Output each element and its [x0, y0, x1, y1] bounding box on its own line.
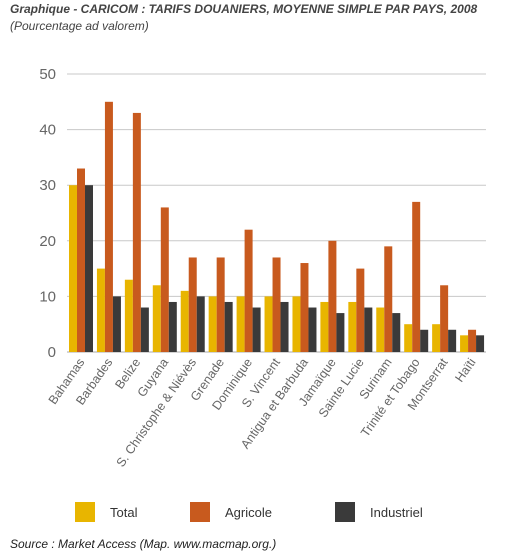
bar-agricole-4 — [160, 207, 169, 352]
bar-agricole-14 — [440, 285, 449, 352]
legend: Total Agricole Industriel — [75, 502, 423, 522]
bar-industriel-8 — [280, 301, 289, 352]
bar-total-4 — [152, 285, 161, 352]
legend-label-total: Total — [110, 505, 138, 520]
bar-total-12 — [376, 307, 385, 352]
bar-total-6 — [208, 296, 217, 352]
bar-industriel-13 — [420, 329, 429, 352]
bar-total-10 — [320, 301, 329, 352]
bar-total-8 — [264, 296, 273, 352]
chart-title: Graphique - CARICOM : TARIFS DOUANIERS, … — [10, 2, 478, 16]
bar-total-2 — [96, 268, 105, 352]
y-tick-label: 0 — [48, 344, 56, 361]
bar-industriel-2 — [112, 296, 121, 352]
bar-industriel-7 — [252, 307, 261, 352]
bar-agricole-5 — [188, 257, 197, 352]
bar-total-9 — [292, 296, 301, 352]
bar-industriel-15 — [476, 335, 485, 352]
bar-agricole-10 — [328, 240, 337, 352]
y-tick-label: 40 — [39, 122, 56, 139]
bar-industriel-10 — [336, 313, 345, 352]
bar-industriel-12 — [392, 313, 401, 352]
legend-swatch-industriel — [335, 502, 355, 522]
bars — [69, 101, 485, 352]
legend-swatch-agricole — [190, 502, 210, 522]
source-note: Source : Market Access (Map. www.macmap.… — [10, 537, 277, 551]
bar-total-14 — [432, 324, 441, 352]
bar-agricole-9 — [300, 263, 309, 352]
bar-agricole-11 — [356, 268, 365, 352]
bar-industriel-14 — [448, 329, 457, 352]
bar-industriel-5 — [196, 296, 205, 352]
bar-total-1 — [69, 185, 77, 352]
bar-industriel-6 — [224, 301, 233, 352]
y-tick-label: 20 — [39, 233, 56, 250]
y-axis-ticks: 0 10 20 30 40 50 — [39, 66, 56, 361]
bar-agricole-1 — [77, 168, 85, 352]
bar-industriel-4 — [168, 301, 177, 352]
bar-agricole-15 — [468, 329, 477, 352]
bar-total-15 — [460, 335, 469, 352]
legend-swatch-total — [75, 502, 95, 522]
bar-total-7 — [236, 296, 245, 352]
bar-agricole-2 — [104, 101, 113, 352]
bar-total-11 — [348, 301, 357, 352]
bar-agricole-3 — [132, 112, 141, 352]
bar-agricole-7 — [244, 229, 253, 352]
bar-total-13 — [404, 324, 413, 352]
chart-subtitle: (Pourcentage ad valorem) — [10, 19, 149, 33]
bar-total-3 — [124, 279, 133, 352]
bar-agricole-8 — [272, 257, 281, 352]
legend-label-agricole: Agricole — [225, 505, 272, 520]
y-tick-label: 30 — [39, 177, 56, 194]
bar-industriel-3 — [140, 307, 149, 352]
bar-agricole-13 — [412, 201, 421, 352]
bar-industriel-11 — [364, 307, 373, 352]
bar-agricole-6 — [216, 257, 225, 352]
bar-total-5 — [180, 290, 189, 352]
legend-label-industriel: Industriel — [370, 505, 423, 520]
y-tick-label: 10 — [39, 288, 56, 305]
bar-agricole-12 — [384, 246, 393, 352]
y-tick-label: 50 — [39, 66, 56, 83]
x-tick-label: Haïti — [452, 356, 478, 385]
bar-industriel-9 — [308, 307, 317, 352]
bar-industriel-1 — [85, 185, 93, 352]
